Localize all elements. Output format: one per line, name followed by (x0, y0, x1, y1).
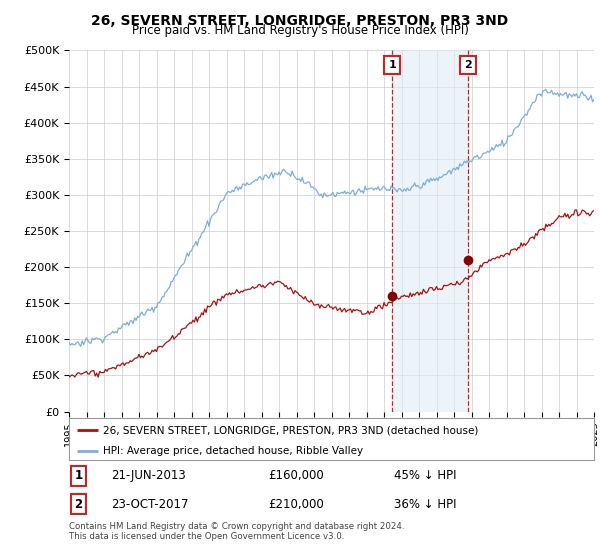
Text: £210,000: £210,000 (269, 498, 324, 511)
Text: 1: 1 (74, 469, 83, 482)
Text: 2: 2 (74, 498, 83, 511)
Text: 26, SEVERN STREET, LONGRIDGE, PRESTON, PR3 3ND: 26, SEVERN STREET, LONGRIDGE, PRESTON, P… (91, 14, 509, 28)
Text: 2: 2 (464, 60, 472, 70)
Text: 26, SEVERN STREET, LONGRIDGE, PRESTON, PR3 3ND (detached house): 26, SEVERN STREET, LONGRIDGE, PRESTON, P… (103, 425, 479, 435)
Text: 45% ↓ HPI: 45% ↓ HPI (395, 469, 457, 482)
Text: 1: 1 (388, 60, 396, 70)
Text: HPI: Average price, detached house, Ribble Valley: HPI: Average price, detached house, Ribb… (103, 446, 363, 456)
Text: Contains HM Land Registry data © Crown copyright and database right 2024.
This d: Contains HM Land Registry data © Crown c… (69, 522, 404, 542)
Text: 36% ↓ HPI: 36% ↓ HPI (395, 498, 457, 511)
Text: 21-JUN-2013: 21-JUN-2013 (111, 469, 186, 482)
Text: £160,000: £160,000 (269, 469, 324, 482)
Bar (392, 50, 468, 412)
Text: 23-OCT-2017: 23-OCT-2017 (111, 498, 188, 511)
Text: Price paid vs. HM Land Registry's House Price Index (HPI): Price paid vs. HM Land Registry's House … (131, 24, 469, 37)
